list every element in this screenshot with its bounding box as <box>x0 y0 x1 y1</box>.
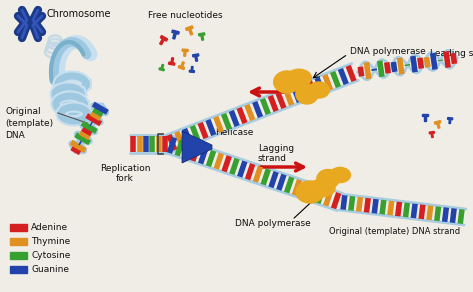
Bar <box>159 68 164 71</box>
Bar <box>168 62 175 65</box>
Ellipse shape <box>296 181 324 203</box>
Bar <box>160 36 167 41</box>
Text: Lagging
strand: Lagging strand <box>258 144 294 164</box>
Ellipse shape <box>308 82 329 98</box>
Bar <box>172 30 179 34</box>
Text: Adenine: Adenine <box>31 223 68 232</box>
Bar <box>10 237 27 244</box>
Bar <box>424 117 426 121</box>
Bar <box>191 67 193 71</box>
Text: Original (template) DNA strand: Original (template) DNA strand <box>329 227 460 237</box>
Bar <box>431 133 433 138</box>
Bar <box>195 56 198 61</box>
Ellipse shape <box>287 69 311 87</box>
Bar <box>10 265 27 272</box>
Bar <box>199 33 205 36</box>
Bar <box>449 119 451 124</box>
Bar <box>422 114 428 117</box>
Bar <box>178 65 184 69</box>
Ellipse shape <box>274 71 300 93</box>
Bar <box>10 251 27 258</box>
Ellipse shape <box>309 179 335 197</box>
Bar <box>182 49 188 52</box>
Bar <box>173 33 176 39</box>
Text: Replication
fork: Replication fork <box>100 164 150 183</box>
Bar <box>437 123 440 128</box>
Text: Chromosome: Chromosome <box>46 9 111 19</box>
Bar <box>185 26 193 31</box>
Text: Free nucleotides: Free nucleotides <box>148 11 222 20</box>
Bar <box>160 39 164 45</box>
Bar <box>434 121 441 124</box>
Text: Cytosine: Cytosine <box>31 251 70 260</box>
Ellipse shape <box>317 169 339 189</box>
Text: DNA polymerase: DNA polymerase <box>235 220 311 229</box>
Text: Leading strand: Leading strand <box>430 50 473 58</box>
Bar <box>171 58 174 63</box>
Bar <box>447 118 453 120</box>
Bar <box>193 54 199 57</box>
PathPatch shape <box>182 131 212 163</box>
Text: DNA polymerase: DNA polymerase <box>350 48 426 56</box>
Bar <box>161 65 164 69</box>
Bar <box>429 131 434 134</box>
Text: Guanine: Guanine <box>31 265 69 274</box>
Bar <box>201 35 203 40</box>
Ellipse shape <box>330 167 350 182</box>
Text: Thymine: Thymine <box>31 237 70 246</box>
Bar <box>181 62 184 67</box>
Bar <box>10 223 27 230</box>
Bar <box>184 51 186 56</box>
Text: Helicase: Helicase <box>215 128 254 137</box>
Text: Original
(template)
DNA: Original (template) DNA <box>5 107 53 140</box>
Ellipse shape <box>296 84 318 104</box>
Bar <box>189 29 193 35</box>
Bar <box>189 70 194 72</box>
